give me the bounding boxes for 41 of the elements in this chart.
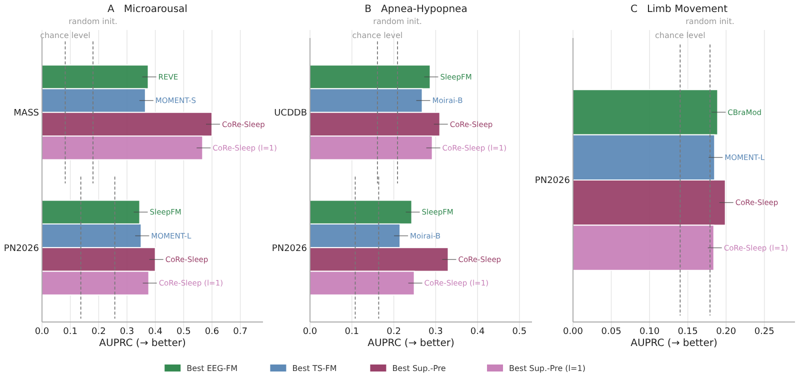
y-tick-label: UCDDB [274, 108, 307, 119]
x-tick-label: 0.0 [34, 327, 50, 337]
x-tick-label: 0.0 [302, 327, 318, 337]
x-axis-title: AUPRC (→ better) [368, 338, 454, 349]
legend-label: Best TS-FM [292, 364, 337, 373]
ref-line-label: random init. [373, 17, 422, 26]
x-tick-label: 0.20 [716, 327, 736, 337]
x-tick-label: 0.05 [601, 327, 622, 337]
x-tick-label: 0.15 [678, 327, 698, 337]
x-tick-label: 0.3 [428, 327, 443, 337]
ref-line-label: random init. [686, 17, 734, 26]
x-tick-label: 0.1 [63, 327, 78, 337]
x-axis-title: AUPRC (→ better) [99, 338, 186, 349]
legend-label: Best Sup.-Pre (l=1) [509, 364, 586, 373]
x-tick-label: 0.7 [233, 327, 248, 337]
chart-title: B Apnea-Hypopnea [364, 4, 468, 15]
legend-label: Best Sup.-Pre [392, 364, 446, 373]
legend-label: Best EEG-FM [186, 364, 238, 373]
x-tick-label: 0.2 [386, 327, 401, 337]
x-tick-label: 0.10 [640, 327, 660, 337]
y-tick-label: MASS [14, 108, 40, 119]
x-tick-label: 0.4 [148, 327, 163, 337]
x-tick-label: 0.3 [120, 327, 134, 337]
chart-title: A Microarousal [108, 4, 188, 15]
ref-line-label: chance level [655, 31, 706, 40]
y-tick-label: PN2026 [534, 176, 570, 186]
ref-line-label: chance level [352, 31, 403, 40]
y-tick-label: PN2026 [272, 244, 308, 254]
chart-title: C Limb Movement [630, 4, 728, 15]
x-tick-label: 0.2 [92, 327, 106, 337]
x-tick-label: 0.5 [176, 327, 191, 337]
ref-line-label: chance level [40, 31, 90, 40]
x-tick-label: 0.4 [470, 327, 485, 337]
x-tick-label: 0.6 [204, 327, 220, 337]
ref-line-label: random init. [68, 17, 118, 26]
x-tick-label: 0.5 [512, 327, 527, 337]
x-tick-label: 0.25 [754, 327, 774, 337]
y-tick-label: PN2026 [4, 244, 40, 254]
x-tick-label: 0.00 [562, 327, 584, 337]
x-axis-title: AUPRC (→ better) [630, 338, 718, 349]
x-tick-label: 0.1 [344, 327, 360, 337]
